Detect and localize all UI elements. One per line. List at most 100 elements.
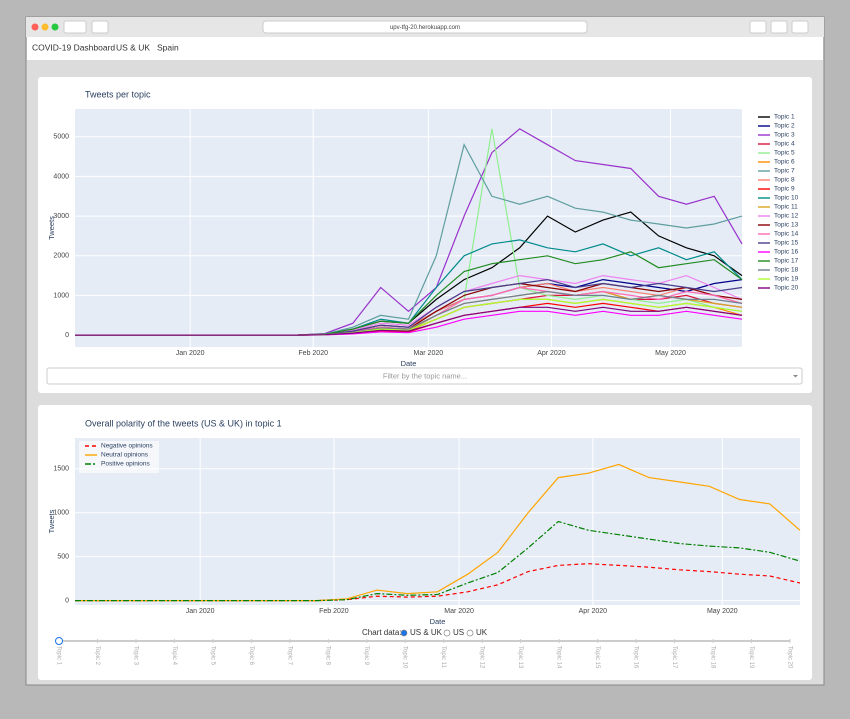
slider-label[interactable]: Topic 9 bbox=[363, 646, 369, 666]
y-tick-label: 2000 bbox=[53, 253, 69, 260]
chart: Overall polarity of the tweets (US & UK)… bbox=[47, 418, 801, 626]
legend-label[interactable]: Topic 4 bbox=[774, 141, 795, 148]
legend-label[interactable]: Topic 2 bbox=[774, 123, 795, 130]
legend-label[interactable]: Neutral opinions bbox=[101, 452, 149, 459]
legend-label[interactable]: Topic 7 bbox=[774, 168, 795, 175]
y-tick-label: 1500 bbox=[53, 466, 69, 473]
legend-label[interactable]: Topic 13 bbox=[774, 222, 799, 229]
chart-title: Tweets per topic bbox=[85, 89, 151, 99]
legend-label[interactable]: Topic 20 bbox=[774, 285, 799, 292]
slider-label[interactable]: Topic 10 bbox=[402, 646, 408, 669]
series-line bbox=[75, 306, 743, 336]
slider-label[interactable]: Topic 6 bbox=[248, 646, 254, 666]
slider-label[interactable]: Topic 17 bbox=[671, 646, 677, 669]
slider-label[interactable]: Topic 16 bbox=[633, 646, 639, 669]
slider-label[interactable]: Topic 20 bbox=[786, 646, 792, 669]
radio-label[interactable]: UK bbox=[476, 628, 488, 637]
radio[interactable] bbox=[443, 629, 451, 637]
series-line bbox=[75, 520, 801, 602]
controls-label: Chart data: bbox=[362, 628, 402, 637]
x-axis-label: Date bbox=[401, 359, 417, 368]
nav-link[interactable]: COVID-19 Dashboard bbox=[32, 42, 115, 52]
radio-label[interactable]: US bbox=[453, 628, 464, 637]
radio-label[interactable]: US & UK bbox=[410, 628, 443, 637]
legend-label[interactable]: Topic 6 bbox=[774, 159, 795, 166]
legend-label[interactable]: Topic 12 bbox=[774, 213, 799, 220]
chart-title: Overall polarity of the tweets (US & UK)… bbox=[85, 418, 282, 428]
x-tick-label: Mar 2020 bbox=[414, 350, 444, 357]
slider-label[interactable]: Topic 3 bbox=[132, 646, 138, 666]
x-tick-label: Jan 2020 bbox=[186, 608, 215, 615]
address-bar[interactable] bbox=[262, 20, 588, 34]
radio[interactable] bbox=[400, 629, 408, 637]
radio[interactable] bbox=[466, 629, 474, 637]
legend-label[interactable]: Topic 18 bbox=[774, 267, 799, 274]
slider-label[interactable]: Topic 5 bbox=[209, 646, 215, 666]
y-tick-label: 0 bbox=[65, 597, 69, 604]
x-tick-label: Jan 2020 bbox=[176, 350, 205, 357]
legend-label[interactable]: Topic 17 bbox=[774, 258, 799, 265]
x-tick-label: May 2020 bbox=[707, 608, 738, 615]
dropdown-arrow bbox=[793, 375, 798, 378]
dropdown[interactable] bbox=[46, 367, 803, 385]
nav-buttons[interactable] bbox=[63, 20, 87, 34]
controls: Chart data: US & UK US UK Topic 1 Topic 2 Topi… bbox=[55, 628, 792, 669]
slider-handle[interactable] bbox=[55, 637, 63, 645]
legend-label[interactable]: Topic 1 bbox=[774, 114, 795, 121]
slider-label[interactable]: Topic 7 bbox=[286, 646, 292, 666]
y-tick-label: 0 bbox=[65, 332, 69, 339]
slider-label[interactable]: Topic 4 bbox=[171, 646, 177, 666]
y-tick-label: 500 bbox=[57, 554, 69, 561]
slider-label[interactable]: Topic 8 bbox=[325, 646, 331, 666]
nav-link[interactable]: Spain bbox=[157, 42, 179, 52]
legend-label[interactable]: Topic 5 bbox=[774, 150, 795, 157]
y-tick-label: 5000 bbox=[53, 134, 69, 141]
x-tick-label: Mar 2020 bbox=[444, 608, 474, 615]
tabs-button[interactable] bbox=[791, 20, 809, 34]
slider-label[interactable]: Topic 14 bbox=[556, 646, 562, 669]
minimize-button[interactable] bbox=[41, 23, 49, 31]
x-tick-label: Apr 2020 bbox=[537, 350, 566, 357]
slider-label[interactable]: Topic 2 bbox=[94, 646, 100, 666]
nav-link[interactable]: US & UK bbox=[116, 42, 150, 52]
y-tick-label: 1000 bbox=[53, 510, 69, 517]
zoom-button[interactable] bbox=[51, 23, 59, 31]
y-tick-label: 3000 bbox=[53, 213, 69, 220]
x-tick-label: Feb 2020 bbox=[298, 350, 328, 357]
y-tick-label: 4000 bbox=[53, 173, 69, 180]
legend-label[interactable]: Topic 11 bbox=[774, 204, 798, 211]
navbar bbox=[27, 37, 823, 60]
download-button[interactable] bbox=[749, 20, 767, 34]
legend-label[interactable]: Topic 3 bbox=[774, 132, 795, 139]
x-tick-label: May 2020 bbox=[655, 350, 686, 357]
y-tick-label: 1000 bbox=[53, 292, 69, 299]
slider-label[interactable]: Topic 12 bbox=[479, 646, 485, 669]
slider-label[interactable]: Topic 11 bbox=[440, 646, 446, 669]
share-button[interactable] bbox=[770, 20, 788, 34]
sidebar-button[interactable] bbox=[91, 20, 109, 34]
legend-label[interactable]: Topic 14 bbox=[774, 231, 799, 238]
legend-label[interactable]: Topic 10 bbox=[774, 195, 799, 202]
legend-label[interactable]: Positive opinions bbox=[101, 461, 151, 468]
chart: Tweets per topic Date Tweets 0 1000 2000 3000 4… bbox=[47, 89, 799, 368]
legend-label[interactable]: Negative opinions bbox=[101, 443, 153, 450]
plot-area bbox=[75, 438, 800, 605]
slider-label[interactable]: Topic 19 bbox=[748, 646, 754, 669]
slider-label[interactable]: Topic 13 bbox=[517, 646, 523, 669]
legend-label[interactable]: Topic 16 bbox=[774, 249, 799, 256]
slider-label[interactable]: Topic 1 bbox=[55, 646, 61, 666]
y-axis-label: Tweets bbox=[47, 509, 56, 533]
legend-label[interactable]: Topic 9 bbox=[774, 186, 795, 193]
legend-label[interactable]: Topic 15 bbox=[774, 240, 799, 247]
legend-label[interactable]: Topic 8 bbox=[774, 177, 795, 184]
slider-label[interactable]: Topic 15 bbox=[594, 646, 600, 669]
slider-label[interactable]: Topic 18 bbox=[709, 646, 715, 669]
y-axis-label: Tweets bbox=[47, 216, 56, 240]
url: upv-tfg-20.herokuapp.com bbox=[390, 25, 460, 31]
x-tick-label: Feb 2020 bbox=[319, 608, 349, 615]
close-button[interactable] bbox=[31, 23, 39, 31]
legend-label[interactable]: Topic 19 bbox=[774, 276, 799, 283]
x-tick-label: Apr 2020 bbox=[579, 608, 608, 615]
